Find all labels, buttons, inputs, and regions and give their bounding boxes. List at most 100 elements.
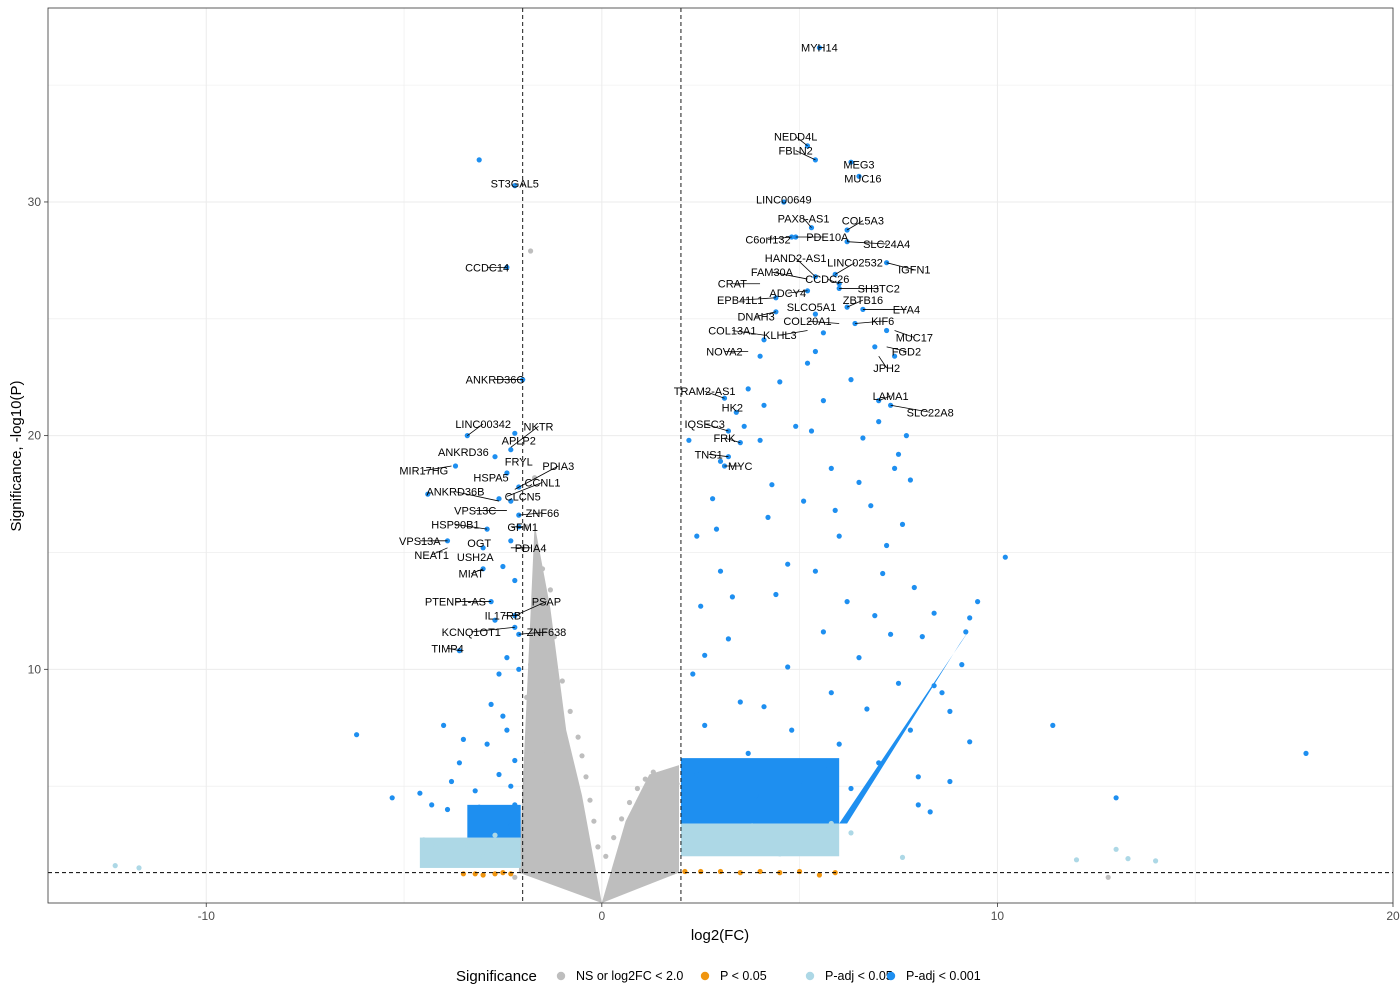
point-padj001 — [354, 732, 360, 738]
point-padj001 — [496, 771, 502, 778]
gene-label: PTENP1-AS — [425, 597, 486, 609]
point-padj001 — [836, 281, 842, 287]
label-leader-line — [847, 241, 887, 245]
gene-label: KLHL3 — [763, 330, 797, 342]
point-padj001 — [860, 306, 866, 312]
point-padj001 — [452, 463, 459, 469]
point-padj001 — [745, 750, 751, 757]
gene-label: MIR17HG — [399, 466, 448, 478]
gene-label: TNS1 — [695, 449, 723, 461]
label-leader-line — [787, 290, 808, 294]
point-padj05 — [516, 858, 522, 864]
point-padj001 — [512, 757, 518, 764]
point-padj001 — [492, 617, 498, 623]
point-padj001 — [785, 664, 791, 670]
point-padj001 — [512, 577, 518, 584]
point-padj05 — [136, 865, 142, 871]
gene-label: MYH14 — [801, 43, 838, 55]
point-padj001 — [769, 482, 775, 488]
gene-label: EYA4 — [893, 304, 920, 316]
label-leader-line — [756, 311, 776, 317]
point-padj001 — [717, 458, 724, 464]
point-padj001 — [773, 309, 779, 315]
point-padj001 — [911, 584, 917, 591]
point-padj001 — [737, 440, 743, 446]
point-padj001 — [793, 423, 799, 429]
point-p — [698, 868, 704, 875]
point-ns — [591, 818, 597, 824]
point-padj001 — [939, 690, 945, 696]
gene-label: VPS13A — [399, 536, 441, 548]
point-padj001 — [690, 671, 696, 677]
gene-label: SLC24A4 — [863, 239, 910, 251]
label-leader-line — [878, 395, 891, 401]
point-padj001 — [876, 419, 882, 425]
point-padj001 — [773, 295, 779, 301]
point-padj001 — [848, 377, 854, 383]
x-tick-label: -10 — [198, 909, 216, 923]
point-padj001 — [713, 526, 720, 532]
point-padj001 — [504, 264, 510, 270]
gene-label: IL17RB — [485, 611, 522, 623]
point-padj001 — [797, 778, 803, 785]
point-padj05 — [749, 823, 755, 829]
gene-label: CRAT — [718, 279, 747, 291]
point-padj001 — [872, 344, 878, 350]
gene-label: IQSEC3 — [684, 419, 724, 431]
label-leader-line — [835, 262, 856, 275]
gene-label: HK2 — [722, 403, 743, 415]
point-padj05 — [492, 832, 498, 838]
point-p — [682, 868, 688, 875]
point-padj001 — [808, 428, 815, 434]
label-leader-line — [846, 299, 864, 308]
label-leader-line — [447, 647, 460, 652]
point-padj001 — [915, 774, 921, 780]
point-padj001 — [508, 447, 514, 453]
legend-label-padj001: P-adj < 0.001 — [906, 969, 981, 983]
point-padj001 — [757, 437, 763, 443]
point-ns — [559, 678, 565, 684]
point-padj001 — [476, 804, 482, 810]
gene-label: PAX8-AS1 — [778, 213, 830, 225]
point-ns — [567, 708, 573, 715]
point-padj001 — [512, 613, 518, 619]
point-p — [472, 871, 478, 877]
point-padj001 — [931, 610, 937, 616]
gene-label: LINC00342 — [455, 419, 511, 431]
ns-cloud-left — [518, 524, 602, 903]
point-padj05 — [480, 853, 486, 859]
gene-label: LINC02532 — [827, 258, 883, 270]
gene-label: HSP90B1 — [431, 519, 479, 531]
point-padj001 — [504, 470, 510, 476]
point-padj05 — [828, 820, 834, 827]
point-p — [480, 872, 486, 878]
points-layer — [112, 45, 1309, 903]
label-leader-line — [854, 320, 883, 324]
gene-label: ZNF66 — [526, 508, 560, 520]
point-ns — [543, 748, 550, 754]
point-ns — [539, 566, 546, 572]
point-padj001 — [456, 760, 462, 766]
point-padj001 — [717, 568, 724, 574]
y-tick-label: 20 — [28, 429, 42, 443]
point-padj001 — [880, 570, 886, 577]
point-padj001 — [836, 533, 842, 539]
gene-label: NKTR — [524, 421, 554, 433]
gene-label: HAND2-AS1 — [765, 253, 827, 265]
point-padj001 — [512, 430, 518, 436]
point-padj05 — [717, 842, 724, 848]
label-leader-line — [724, 437, 741, 444]
point-padj001 — [500, 563, 506, 570]
gene-label: SH3TC2 — [858, 283, 900, 295]
gene-label: NEAT1 — [414, 550, 449, 562]
gene-label: ANKRD36 — [438, 447, 489, 459]
point-padj001 — [975, 599, 981, 605]
point-ns — [619, 816, 625, 822]
point-padj001 — [448, 778, 455, 785]
gene-label: PDE10A — [806, 232, 849, 244]
point-padj001 — [860, 435, 866, 441]
point-padj001 — [852, 320, 858, 327]
point-ns — [551, 634, 558, 640]
point-p — [737, 870, 743, 876]
point-padj001 — [804, 360, 811, 366]
